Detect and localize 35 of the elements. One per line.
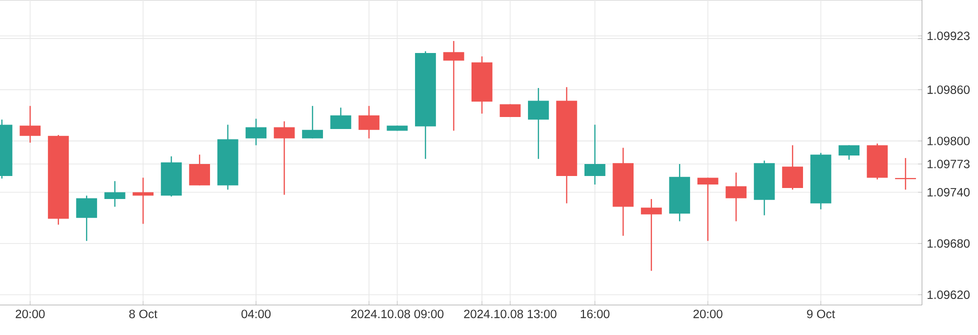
y-tick-label: 1.09680 xyxy=(928,239,970,248)
candlestick xyxy=(697,177,718,242)
candlestick xyxy=(782,144,804,190)
x-tick-label: 2024.10.08 09:00 xyxy=(351,310,444,318)
x-tick-label: 16:00 xyxy=(580,310,610,318)
candlestick xyxy=(302,105,323,139)
candlestick xyxy=(330,107,352,130)
candlestick xyxy=(76,195,98,242)
y-tick-label: 1.09923 xyxy=(928,32,970,40)
candlestick xyxy=(443,40,464,132)
x-tick-label: 04:00 xyxy=(241,310,271,318)
y-tick-label: 1.09800 xyxy=(928,136,970,146)
candlestick xyxy=(132,177,154,224)
y-tick-label: 1.09740 xyxy=(928,188,970,196)
y-tick-label: 1.09773 xyxy=(928,160,970,168)
candlestick xyxy=(500,104,521,118)
y-tick-label: 1.09620 xyxy=(928,290,970,299)
candlestick xyxy=(20,105,41,144)
x-tick-label: 2024.10.08 13:00 xyxy=(464,310,556,318)
candlestick xyxy=(104,180,126,208)
candlestick xyxy=(274,120,295,196)
candlestick xyxy=(838,144,860,160)
x-tick-label: 20:00 xyxy=(16,310,45,318)
candlestick xyxy=(584,124,606,186)
candlestick xyxy=(189,154,210,186)
candlestick xyxy=(640,198,662,272)
candlestick xyxy=(246,118,266,146)
x-tick-label: 20:00 xyxy=(693,310,722,318)
candlestick xyxy=(528,87,549,160)
x-tick-label: 9 Oct xyxy=(807,310,836,318)
y-tick-label: 1.09860 xyxy=(928,85,970,94)
candlestick xyxy=(894,157,917,190)
candlestick xyxy=(358,105,380,139)
x-tick-label: 8 Oct xyxy=(129,310,158,318)
candlestick xyxy=(726,172,747,222)
